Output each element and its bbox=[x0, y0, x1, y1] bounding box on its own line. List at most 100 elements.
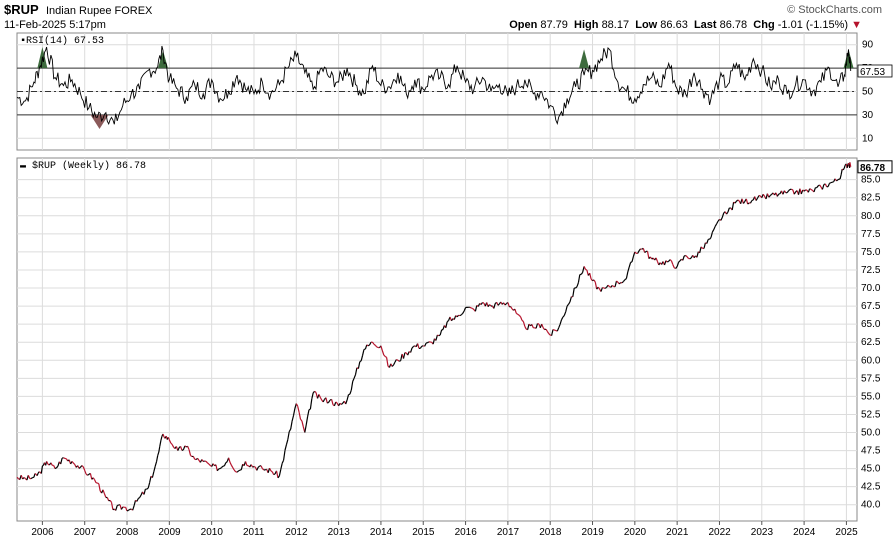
price-line-segment bbox=[735, 199, 739, 202]
price-line-segment bbox=[603, 287, 606, 289]
price-line-segment bbox=[751, 199, 754, 202]
price-line-segment bbox=[769, 193, 773, 197]
price-line-segment bbox=[318, 394, 321, 398]
price-line-segment bbox=[567, 301, 571, 305]
price-line-segment bbox=[548, 333, 551, 336]
price-line-segment bbox=[171, 444, 175, 448]
price-tick-label: 80.0 bbox=[861, 211, 881, 222]
price-line-segment bbox=[586, 269, 589, 276]
price-line-segment bbox=[345, 399, 348, 405]
open-value: 87.79 bbox=[540, 19, 568, 31]
price-line-segment bbox=[280, 463, 283, 470]
price-line-segment bbox=[205, 460, 208, 464]
price-last-value-box bbox=[857, 160, 893, 174]
price-line-segment bbox=[340, 402, 344, 405]
price-line-segment bbox=[168, 439, 172, 444]
price-line-segment bbox=[353, 374, 357, 379]
chg-value: -1.01 (-1.15%) bbox=[777, 19, 849, 31]
price-line-segment bbox=[240, 464, 244, 470]
price-line-segment bbox=[604, 286, 607, 289]
price-line-segment bbox=[419, 345, 423, 349]
price-line-segment bbox=[229, 462, 232, 466]
price-tick-label: 60.0 bbox=[861, 355, 881, 366]
price-line-segment bbox=[817, 184, 820, 187]
price-line-segment bbox=[287, 431, 290, 440]
price-line-segment bbox=[472, 308, 475, 311]
price-line-segment bbox=[312, 390, 316, 394]
rsi-tick-label: 90 bbox=[862, 40, 874, 51]
price-line-segment bbox=[670, 260, 674, 265]
price-line-segment bbox=[54, 467, 57, 470]
price-tick-label: 52.5 bbox=[861, 409, 881, 420]
price-line-segment bbox=[265, 468, 267, 471]
x-tick-label: 2025 bbox=[835, 527, 858, 538]
price-line-segment bbox=[257, 465, 260, 468]
price-line-segment bbox=[184, 445, 187, 448]
price-line-segment bbox=[783, 190, 787, 194]
rsi-oversold-mark bbox=[90, 114, 109, 129]
price-line-segment bbox=[819, 184, 822, 188]
price-line-segment bbox=[277, 475, 280, 479]
price-line-segment bbox=[757, 195, 760, 199]
price-line-segment bbox=[558, 324, 561, 329]
price-line-segment bbox=[839, 174, 842, 180]
price-line-segment bbox=[301, 420, 304, 427]
price-line-segment bbox=[733, 201, 736, 204]
price-line-segment bbox=[832, 181, 834, 183]
price-tick-label: 75.0 bbox=[861, 247, 881, 258]
price-line-segment bbox=[153, 466, 156, 473]
price-line-segment bbox=[221, 465, 224, 469]
price-line-segment bbox=[63, 457, 66, 459]
price-line-segment bbox=[94, 479, 97, 483]
price-line-segment bbox=[158, 446, 161, 453]
price-tick-label: 47.5 bbox=[861, 446, 881, 457]
price-line-segment bbox=[328, 399, 331, 403]
price-line-segment bbox=[23, 477, 26, 480]
price-tick-label: 57.5 bbox=[861, 373, 881, 384]
x-tick-label: 2012 bbox=[285, 527, 308, 538]
price-line-segment bbox=[679, 258, 682, 262]
price-line-segment bbox=[381, 350, 385, 356]
price-line-segment bbox=[821, 184, 825, 190]
price-line-segment bbox=[297, 406, 300, 413]
price-line-segment bbox=[369, 341, 372, 346]
price-line-segment bbox=[181, 449, 184, 451]
price-panel: 40.0 42.5 45.0 47.5 50.0 52.5 55.0 57.5 60.0 62.5… bbox=[16, 157, 893, 522]
price-line-segment bbox=[376, 346, 379, 349]
price-line-segment bbox=[742, 200, 746, 204]
price-line-segment bbox=[275, 470, 279, 479]
price-line-segment bbox=[788, 188, 791, 192]
price-line-segment bbox=[710, 231, 713, 238]
price-line-segment bbox=[132, 505, 135, 511]
price-line-segment bbox=[758, 194, 761, 197]
price-tick-label: 62.5 bbox=[861, 337, 881, 348]
price-line-segment bbox=[674, 267, 676, 270]
price-line-segment bbox=[689, 257, 692, 260]
price-line-segment bbox=[151, 471, 155, 478]
price-line-segment bbox=[655, 257, 658, 262]
price-line-segment bbox=[125, 507, 128, 512]
price-tick-label: 50.0 bbox=[861, 428, 881, 439]
price-line-segment bbox=[300, 418, 303, 422]
price-line-segment bbox=[357, 361, 361, 369]
price-line-segment bbox=[518, 314, 522, 318]
price-line-segment bbox=[717, 219, 720, 222]
price-line-segment bbox=[576, 282, 579, 287]
price-line-segment bbox=[37, 471, 40, 474]
symbol-description: Indian Rupee FOREX bbox=[46, 5, 153, 17]
price-line-segment bbox=[628, 262, 632, 268]
price-line-segment bbox=[126, 509, 129, 512]
rsi-overbought-mark bbox=[157, 50, 168, 69]
price-line-segment bbox=[305, 416, 309, 426]
price-line-segment bbox=[215, 464, 218, 471]
price-line-segment bbox=[322, 399, 326, 403]
price-line-segment bbox=[527, 323, 530, 330]
x-tick-label: 2015 bbox=[412, 527, 435, 538]
price-line-segment bbox=[667, 260, 669, 263]
price-line-segment bbox=[810, 189, 813, 191]
price-line-segment bbox=[273, 473, 276, 476]
price-line-segment bbox=[348, 393, 351, 396]
price-line-segment bbox=[298, 412, 302, 420]
price-line-segment bbox=[331, 399, 334, 405]
price-line-segment bbox=[776, 193, 780, 197]
